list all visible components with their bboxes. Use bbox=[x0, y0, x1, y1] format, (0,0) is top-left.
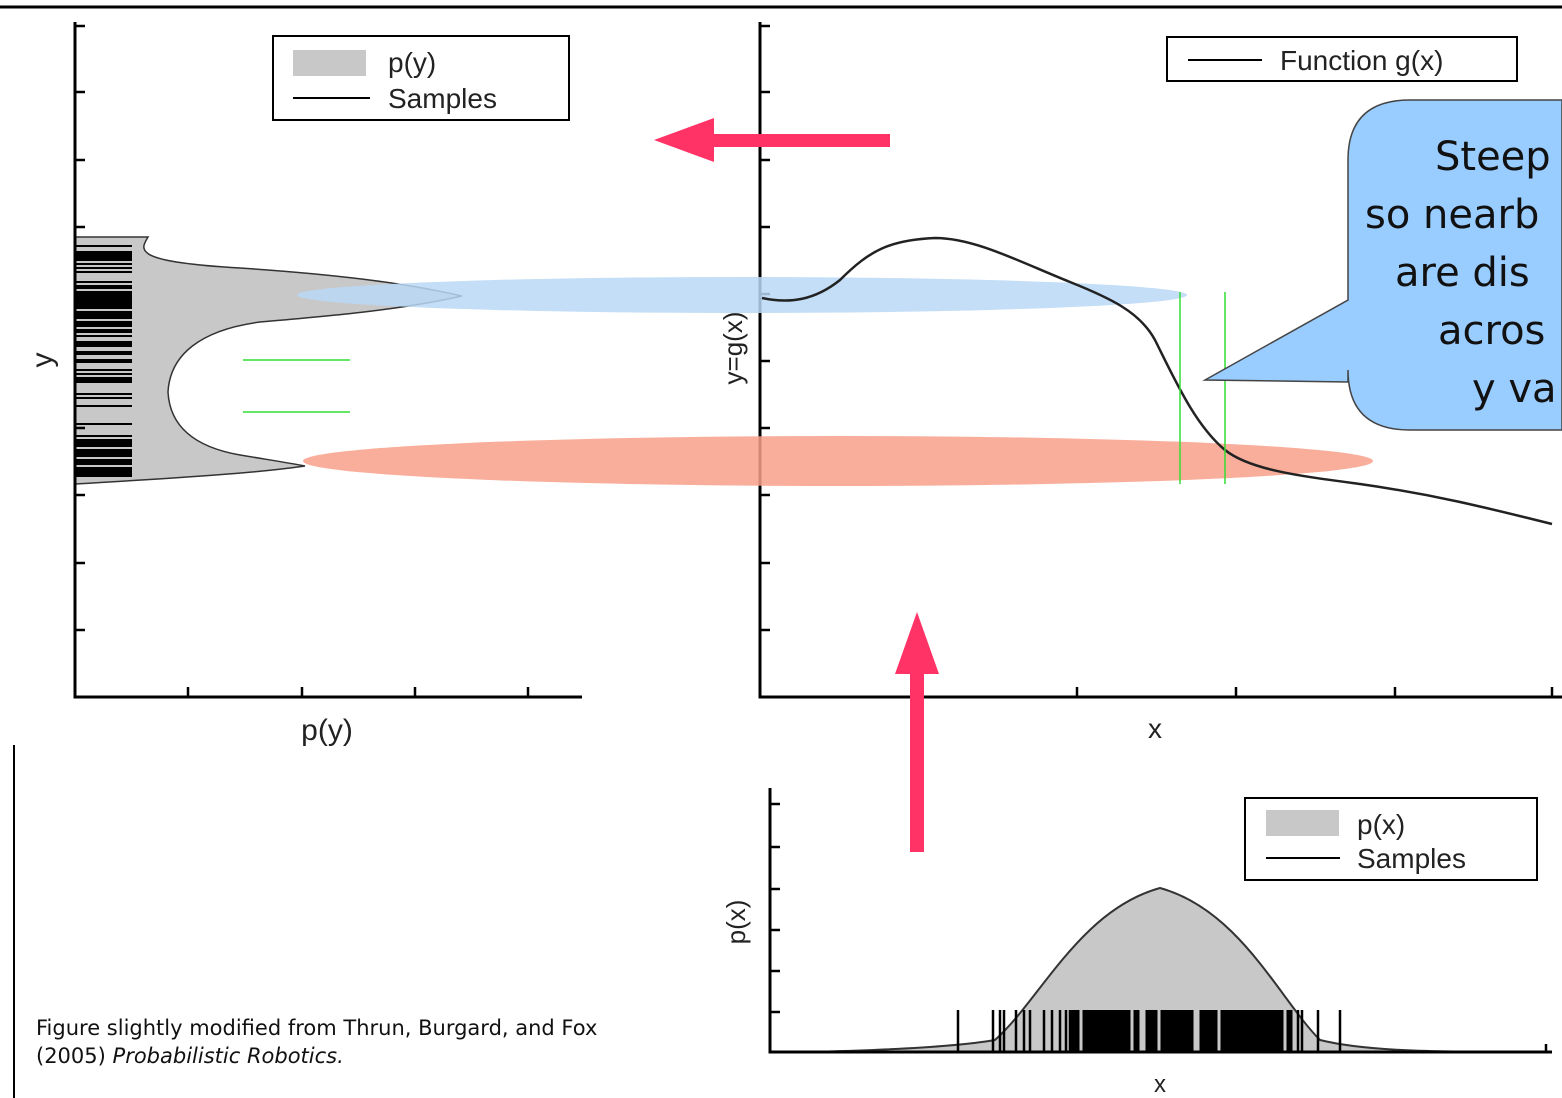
caption-line-2: (2005) Probabilistic Robotics. bbox=[36, 1042, 597, 1070]
gx-axes bbox=[758, 22, 1562, 699]
px-ylabel: p(x) bbox=[721, 900, 751, 945]
px-panel: x p(x) p(x) Samples bbox=[721, 788, 1552, 1098]
gx-xlabel: x bbox=[1148, 713, 1162, 744]
py-panel: p(y) y p(y) Samples bbox=[26, 22, 582, 747]
py-legend-label-1: p(y) bbox=[388, 47, 436, 78]
px-legend-swatch bbox=[1266, 810, 1339, 836]
px-samples bbox=[956, 1010, 1342, 1052]
red-highlight-ellipse bbox=[303, 436, 1373, 486]
py-legend-swatch bbox=[293, 50, 366, 76]
callout-line-5: y va bbox=[1472, 366, 1557, 412]
figure-caption: Figure slightly modified from Thrun, Bur… bbox=[36, 1014, 597, 1070]
gx-function-curve bbox=[761, 236, 1553, 526]
py-axes bbox=[73, 22, 582, 699]
gx-legend-label: Function g(x) bbox=[1280, 45, 1443, 76]
callout-line-2: so nearb bbox=[1365, 192, 1539, 238]
px-legend: p(x) Samples bbox=[1244, 797, 1538, 881]
gx-panel: x y=g(x) Function g(x) bbox=[718, 22, 1562, 744]
gx-ylabel: y=g(x) bbox=[718, 312, 748, 385]
px-density-curve bbox=[804, 886, 1513, 1053]
py-legend: p(y) Samples bbox=[272, 35, 570, 121]
left-arrow bbox=[654, 118, 890, 162]
callout-line-4: acros bbox=[1438, 308, 1545, 354]
py-samples bbox=[76, 245, 132, 477]
caption-year: (2005) bbox=[36, 1044, 106, 1068]
blue-highlight-ellipse bbox=[297, 277, 1187, 313]
callout-line-3: are dis bbox=[1395, 250, 1530, 296]
callout-bubble: Steep so nearb are dis acros y va bbox=[1202, 99, 1562, 431]
px-xlabel: x bbox=[1154, 1071, 1166, 1098]
py-legend-label-2: Samples bbox=[388, 83, 497, 114]
caption-line-1: Figure slightly modified from Thrun, Bur… bbox=[36, 1016, 598, 1040]
px-yticks bbox=[770, 802, 780, 1014]
py-xticks bbox=[186, 687, 530, 697]
py-ylabel: y bbox=[26, 353, 59, 368]
py-yticks bbox=[75, 24, 85, 632]
callout-line-1: Steep bbox=[1435, 134, 1551, 180]
px-legend-label-2: Samples bbox=[1357, 843, 1466, 874]
caption-book: Probabilistic Robotics. bbox=[112, 1044, 344, 1068]
gx-legend: Function g(x) bbox=[1166, 36, 1518, 82]
py-xlabel: p(y) bbox=[301, 714, 353, 747]
px-legend-label-1: p(x) bbox=[1357, 809, 1405, 840]
px-density-fill bbox=[805, 888, 1512, 1052]
up-arrow bbox=[895, 612, 939, 852]
px-axes bbox=[768, 788, 1552, 1054]
